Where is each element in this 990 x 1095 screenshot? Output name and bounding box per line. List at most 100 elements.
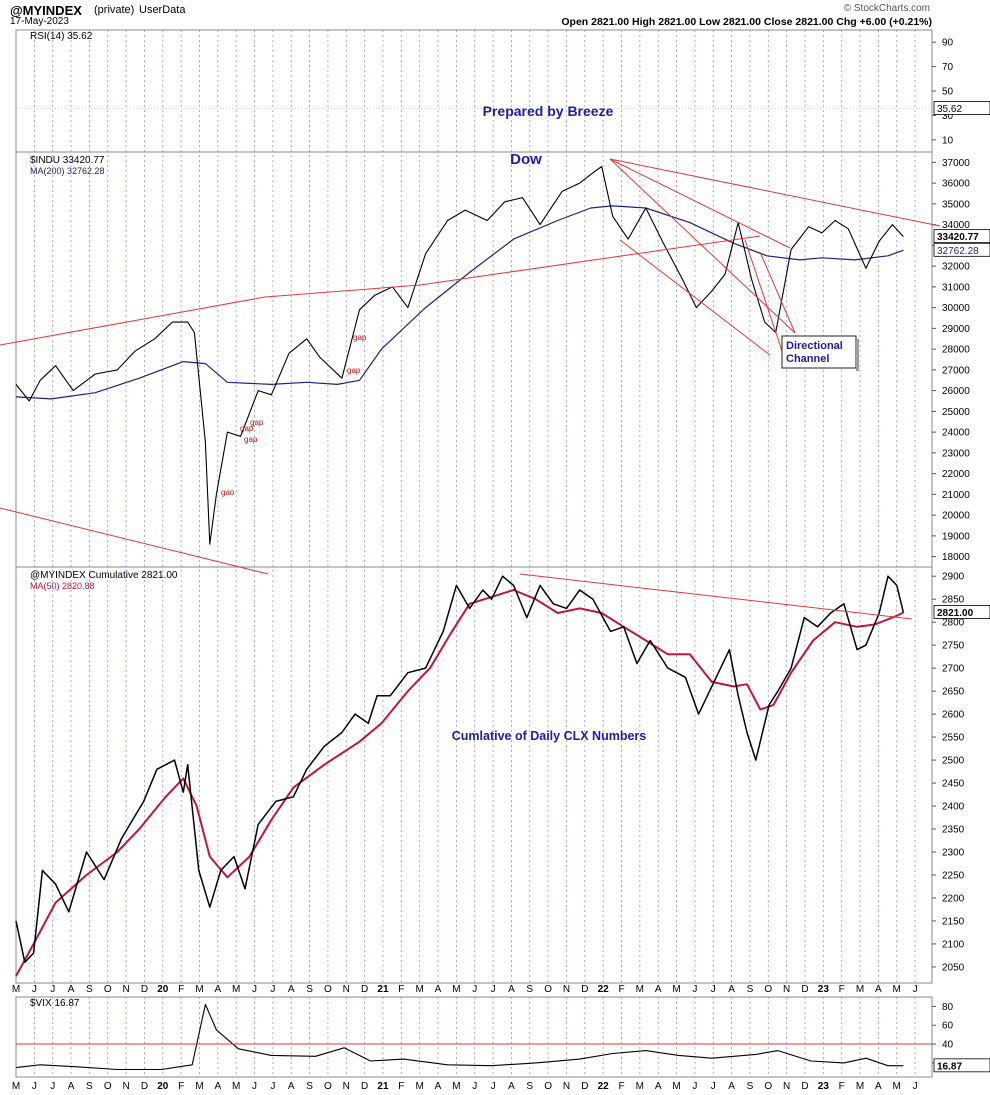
x-axis-label-bottom: N (343, 1081, 350, 1092)
trend-line (744, 239, 786, 361)
panel-frame (15, 566, 933, 984)
y-tick-label: 2900 (942, 572, 965, 583)
x-axis-label-bottom: N (563, 1081, 570, 1092)
x-axis-label-top: D (801, 984, 808, 995)
gap-label: gap (353, 333, 367, 342)
x-axis-label-bottom: J (270, 1081, 275, 1092)
y-tick-label: 2150 (942, 916, 965, 927)
x-axis-label-bottom: M (856, 1081, 864, 1092)
x-axis-label-bottom: A (214, 1081, 221, 1092)
x-axis-label-bottom: A (68, 1081, 75, 1092)
y-tick-label: 2850 (942, 595, 965, 606)
x-axis-label-bottom: M (12, 1081, 20, 1092)
x-axis-label-top: J (913, 984, 918, 995)
y-tick-label: 2100 (942, 939, 965, 950)
x-axis-label-bottom: A (288, 1081, 295, 1092)
ma200-last-label: 32762.28 (937, 246, 979, 257)
rsi-legend: RSI(14) 35.62 (30, 31, 93, 42)
x-axis-label-top: 20 (157, 984, 169, 995)
trend-line (419, 235, 761, 286)
ma200-last-label-bg (933, 242, 990, 257)
cumulative-last-label: 2821.00 (937, 608, 974, 619)
vix-line (15, 1003, 904, 1071)
y-tick-label: 2800 (942, 618, 965, 629)
y-tick-label: 23000 (942, 448, 970, 459)
x-axis-label-top: 23 (818, 984, 830, 995)
x-axis-label-bottom: M (452, 1081, 460, 1092)
x-axis-label-top: F (618, 984, 624, 995)
trend-line (264, 284, 421, 298)
panel-frame (15, 996, 933, 1078)
x-axis-label-bottom: M (636, 1081, 644, 1092)
x-axis-label-bottom: 20 (157, 1081, 169, 1092)
channel-callout-shadow (856, 339, 859, 371)
channel-pointer (759, 251, 796, 334)
userdata-tag: UserData (139, 4, 186, 16)
x-axis-label-bottom: J (491, 1081, 496, 1092)
x-axis-label-top: F (398, 984, 404, 995)
x-axis-label-top: J (270, 984, 275, 995)
y-tick-label: 24000 (942, 428, 970, 439)
ma200-legend: MA(200) 32762.28 (30, 166, 105, 176)
y-tick-label: 2700 (942, 664, 965, 675)
x-axis-label-top: M (672, 984, 680, 995)
trend-line (0, 507, 269, 575)
x-axis-label-top: J (472, 984, 477, 995)
y-tick-label: 2200 (942, 893, 965, 904)
x-axes: M J J A S O N D 20 F M A M J J A S O N D 21 F M A M J J A S O N D 22 F M A M… (12, 984, 918, 1092)
y-tick-label: 2400 (942, 802, 965, 813)
x-axis-label-top: A (288, 984, 295, 995)
x-axis-label-top: D (361, 984, 368, 995)
panel-frame (15, 29, 933, 153)
x-axis-label-bottom: M (195, 1081, 203, 1092)
x-axis-label-bottom: 21 (377, 1081, 389, 1092)
x-axis-label-bottom: J (472, 1081, 477, 1092)
y-tick-label: 27000 (942, 365, 970, 376)
series-lines (15, 165, 905, 1071)
x-axis-label-top: A (435, 984, 442, 995)
ma50-line (15, 589, 904, 977)
x-axis-label-top: F (839, 984, 845, 995)
y-tick-label: 2250 (942, 870, 965, 881)
x-axis-label-bottom: M (232, 1081, 240, 1092)
x-axis-label-top: M (12, 984, 20, 995)
x-axis-label-top: A (214, 984, 221, 995)
x-axis-label-bottom: M (415, 1081, 423, 1092)
x-axis-label-top: J (491, 984, 496, 995)
x-axis-label-bottom: N (122, 1081, 129, 1092)
indu-last-label-bg (933, 229, 990, 244)
trend-line (609, 158, 941, 227)
y-tick-label: 10 (942, 135, 954, 146)
x-axis-label-top: A (728, 984, 735, 995)
y-tick-label: 2650 (942, 687, 965, 698)
y-axes: 10 30 50 70 90 18000 19000 20000 21000 22000 23000… (932, 38, 970, 1069)
x-axis-label-bottom: J (692, 1081, 697, 1092)
x-axis-label-top: M (232, 984, 240, 995)
trend-line (0, 296, 266, 346)
x-axis-label-top: M (452, 984, 460, 995)
x-axis-label-bottom: A (875, 1081, 882, 1092)
y-tick-label: 2300 (942, 847, 965, 858)
indu-legend: $INDU 33420.77 (30, 155, 105, 166)
y-tick-label: 90 (942, 38, 954, 49)
x-axis-label-top: S (306, 984, 313, 995)
x-axis-label-bottom: J (252, 1081, 257, 1092)
x-axis-label-top: J (32, 984, 37, 995)
x-axis-label-bottom: D (581, 1081, 588, 1092)
x-axis-label-top: M (856, 984, 864, 995)
gap-label: gap (250, 418, 264, 427)
x-axis-label-top: J (711, 984, 716, 995)
y-tick-label: 2050 (942, 962, 965, 973)
x-axis-label-top: J (692, 984, 697, 995)
x-axis-label-bottom: M (893, 1081, 901, 1092)
y-tick-label: 31000 (942, 282, 970, 293)
x-axis-label-top: J (50, 984, 55, 995)
x-axis-label-bottom: F (618, 1081, 624, 1092)
x-axis-label-bottom: J (32, 1081, 37, 1092)
trend-line (609, 158, 796, 334)
x-axis-label-top: O (764, 984, 772, 995)
cumulative-line (15, 575, 905, 964)
x-axis-label-top: J (252, 984, 257, 995)
